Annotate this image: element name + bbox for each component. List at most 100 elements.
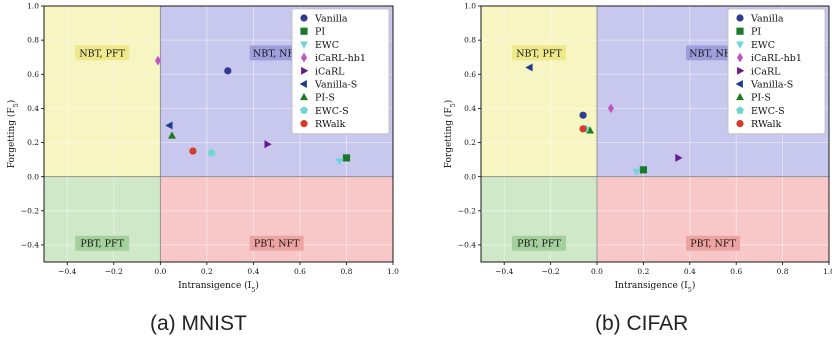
legend-marker-rwalk [300, 120, 308, 128]
y-tick-label: 0.4 [27, 104, 39, 113]
legend-box [727, 8, 826, 135]
chart-mnist: −0.4 −0.2 0.0 0.2 0.4 0.6 0.8 1.0 −0.4 −0.2 0.0 0.2… [6, 2, 399, 294]
y-axis-label: Forgetting (F5) [443, 100, 457, 169]
legend-label-ewc-s: EWC-S [315, 106, 349, 117]
legend-marker-icarl-hb1 [736, 52, 744, 63]
point-ewc-s [207, 148, 216, 157]
caption-mnist: (a) MNIST [150, 312, 247, 335]
y-tick-label: 0.0 [27, 172, 39, 181]
point-icarl-hb1 [154, 55, 162, 66]
x-tick-label: 0.8 [340, 267, 352, 276]
legend-marker-pi-s [736, 92, 744, 101]
x-axis-label: Intransigence (I5) [178, 280, 259, 294]
legend-marker-ewc [300, 41, 308, 49]
legend-marker-icarl-hb1 [300, 52, 308, 63]
point-vanilla [579, 111, 587, 119]
y-tick-label: −0.2 [458, 206, 476, 215]
y-tick-label: 1.0 [464, 2, 476, 11]
x-tick-label: 0.0 [591, 267, 603, 276]
region-label: PBT, PFT [517, 239, 561, 250]
region-label: PBT, NFT [690, 239, 736, 250]
legend-label-ewc: EWC [315, 40, 339, 51]
point-vanilla-s [165, 121, 173, 130]
x-tick-label: −0.2 [541, 267, 559, 276]
region-label: NBT, NFT [253, 48, 301, 59]
legend-marker-icarl [737, 66, 745, 75]
x-axis-label: Intransigence (I5) [615, 280, 696, 294]
y-tick-label: 0.6 [27, 70, 39, 79]
legend-box [291, 8, 390, 135]
legend-marker-vanilla [736, 14, 744, 22]
y-tick-label: 0.4 [464, 104, 476, 113]
region-label-bg [686, 45, 740, 61]
legend-label-rwalk: RWalk [315, 119, 346, 130]
x-tick-label: −0.2 [105, 267, 123, 276]
y-tick-label: 0.2 [464, 138, 476, 147]
region-label-bg [686, 235, 740, 251]
caption-cifar: (b) CIFAR [595, 312, 689, 335]
x-tick-label: 0.4 [247, 267, 259, 276]
legend-marker-rwalk [736, 120, 744, 128]
legend-label-vanilla-s: Vanilla-S [314, 80, 357, 91]
legend-marker-pi-s [300, 92, 308, 101]
region-label-bg [249, 45, 304, 61]
legend-marker-ewc-s [300, 106, 308, 114]
x-tick-label: 0.6 [294, 267, 306, 276]
y-tick-label: 0.2 [27, 138, 39, 147]
axes-frame [43, 5, 394, 263]
legend-label-ewc-s: EWC-S [751, 106, 785, 117]
x-tick-label: 1.0 [823, 267, 832, 276]
region-nbt-pft [481, 6, 597, 177]
region-label-bg [249, 235, 304, 251]
region-label-bg [512, 45, 566, 61]
y-tick-label: 1.0 [27, 2, 39, 11]
point-icarl-hb1 [607, 103, 614, 114]
axes-frame [480, 5, 830, 263]
region-nbt-pft [44, 6, 161, 177]
region-label-bg [75, 235, 130, 251]
y-tick-label: −0.2 [21, 206, 39, 215]
legend-label-vanilla: Vanilla [750, 14, 784, 25]
legend-label-ewc: EWC [751, 40, 775, 51]
point-rwalk [189, 147, 197, 155]
point-ewc [632, 168, 641, 176]
x-tick-label: −0.4 [495, 267, 513, 276]
x-tick-label: 0.4 [684, 267, 696, 276]
region-label-bg [75, 45, 130, 61]
point-pi-s [586, 126, 594, 134]
legend-label-icarl: iCaRL [315, 66, 345, 77]
point-vanilla-s [525, 63, 533, 72]
point-pi [639, 166, 647, 174]
chart-cifar: −0.4 −0.2 0.0 0.2 0.4 0.6 0.8 1.0 −0.4 −0.2 0.0 0.2… [443, 2, 832, 294]
legend-label-vanilla: Vanilla [314, 14, 348, 25]
point-icarl [675, 153, 683, 162]
y-tick-label: 0.0 [464, 172, 476, 181]
x-tick-label: 0.6 [730, 267, 742, 276]
x-tick-label: 1.0 [387, 267, 399, 276]
y-tick-label: −0.4 [458, 241, 476, 250]
region-label: NBT, PFT [516, 48, 562, 59]
legend-marker-pi [736, 27, 744, 35]
region-label: PBT, PFT [80, 239, 124, 250]
legend-marker-vanilla-s [735, 80, 743, 88]
legend-label-pi-s: PI-S [751, 93, 771, 104]
legend-label-vanilla-s: Vanilla-S [750, 80, 793, 91]
region-label-bg [512, 235, 566, 251]
y-tick-label: 0.8 [27, 36, 39, 45]
legend-label-pi: PI [315, 27, 325, 38]
y-tick-label: 0.8 [464, 36, 476, 45]
point-vanilla [224, 67, 232, 75]
region-label: NBT, NFT [689, 48, 737, 59]
point-rwalk [579, 125, 587, 133]
legend-marker-ewc-s [736, 106, 744, 114]
x-tick-label: 0.2 [637, 267, 649, 276]
legend-label-rwalk: RWalk [751, 119, 782, 130]
legend-marker-icarl [301, 66, 309, 75]
legend-marker-vanilla-s [299, 80, 307, 88]
region-label: NBT, PFT [79, 48, 125, 59]
x-tick-label: 0.0 [154, 267, 166, 276]
legend-label-pi-s: PI-S [315, 93, 335, 104]
legend-marker-pi [300, 27, 308, 35]
x-tick-label: 0.8 [777, 267, 789, 276]
